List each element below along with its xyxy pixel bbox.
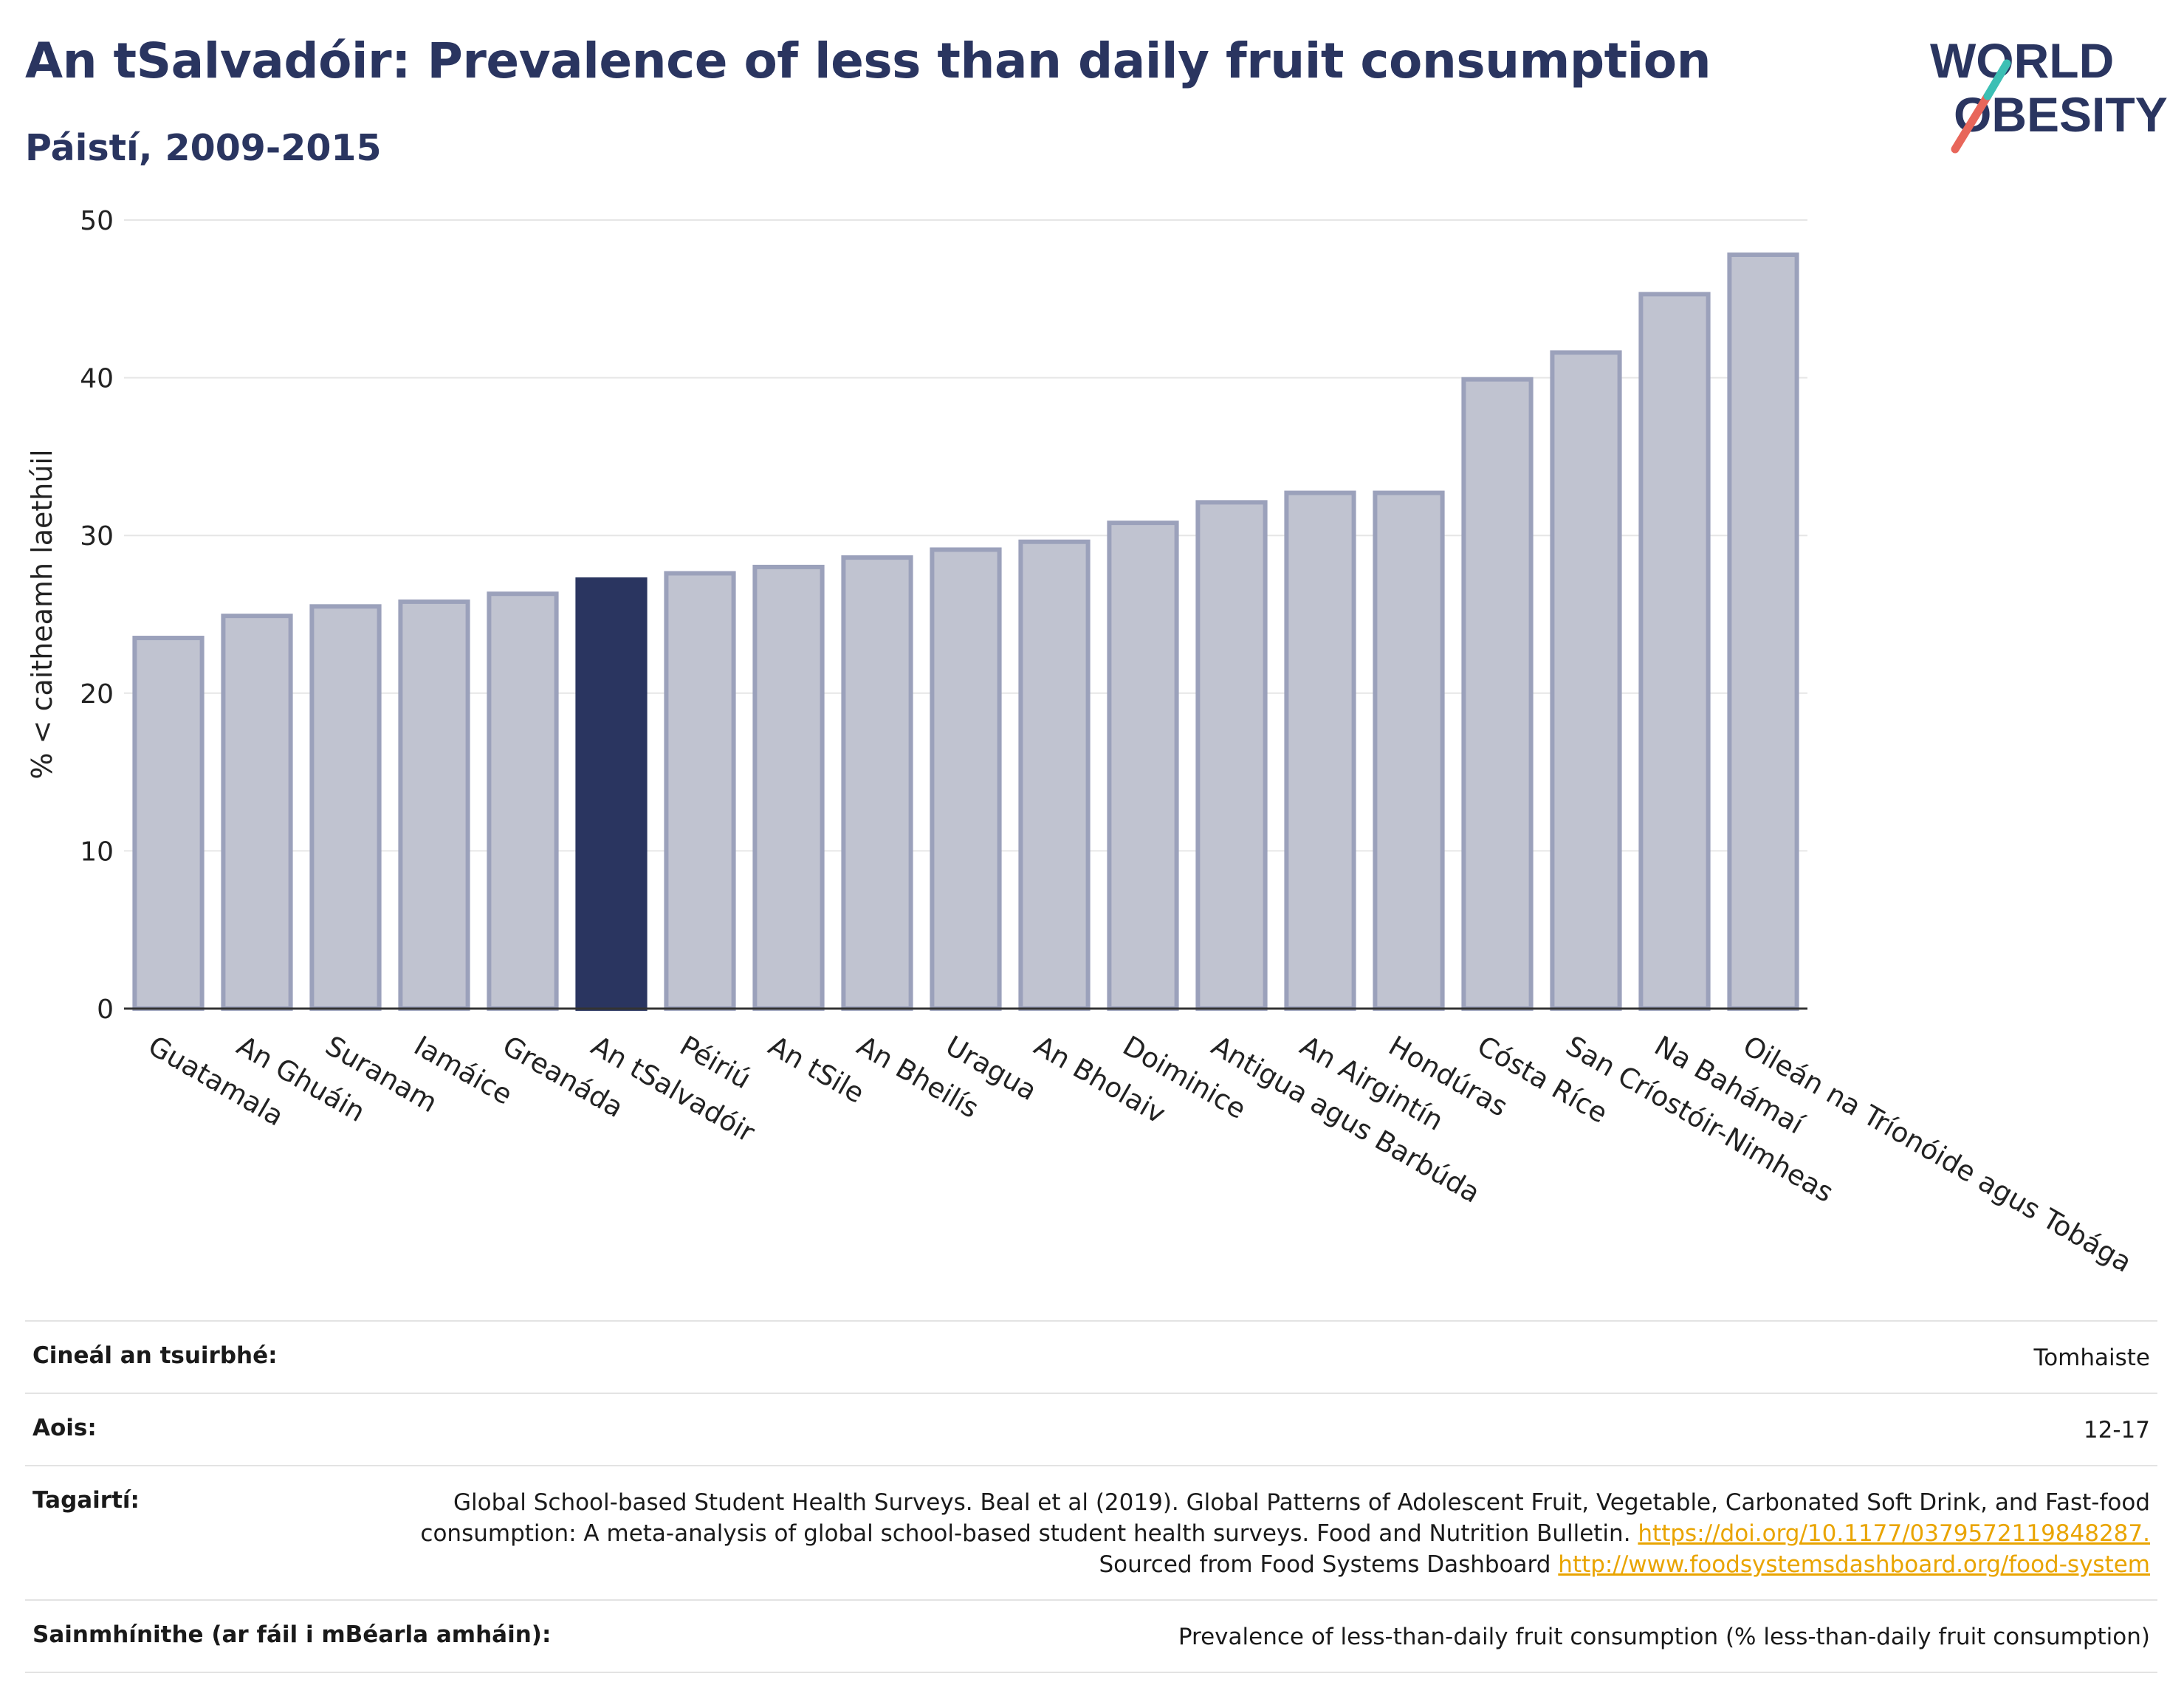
y-tick-label: 20 [80, 679, 114, 710]
bar[interactable] [1018, 539, 1091, 1011]
x-tick-label: An tSile [763, 1030, 870, 1110]
bars [132, 252, 1799, 1011]
info-row-references: Tagairtí: Global School-based Student He… [25, 1465, 2157, 1599]
bar[interactable] [575, 577, 648, 1011]
bar[interactable] [1284, 490, 1356, 1011]
bar[interactable] [1638, 292, 1711, 1011]
info-row-definition: Sainmhínithe (ar fáil i mBéarla amháin):… [25, 1599, 2157, 1673]
bar[interactable] [398, 599, 470, 1011]
reference-source-text: Sourced from Food Systems Dashboard [1099, 1551, 1551, 1578]
bar[interactable] [1727, 252, 1799, 1011]
info-label: Sainmhínithe (ar fáil i mBéarla amháin): [32, 1621, 552, 1648]
bar[interactable] [664, 571, 736, 1011]
info-label: Cineál an tsuirbhé: [32, 1342, 278, 1369]
bar[interactable] [487, 591, 559, 1011]
y-tick-label: 10 [80, 837, 114, 867]
info-label: Tagairtí: [32, 1487, 140, 1514]
bar[interactable] [309, 604, 382, 1011]
y-tick-label: 0 [97, 995, 114, 1025]
info-value: Tomhaiste [2033, 1345, 2150, 1371]
bar[interactable] [1195, 500, 1268, 1011]
chart-subtitle: Páistí, 2009-2015 [25, 127, 382, 169]
bar[interactable] [752, 564, 825, 1011]
chart-title: An tSalvadóir: Prevalence of less than d… [25, 32, 1711, 89]
reference-text: Global School-based Student Health Surve… [420, 1489, 2150, 1547]
bar[interactable] [221, 614, 293, 1011]
bar[interactable] [1461, 377, 1534, 1011]
y-tick-label: 40 [80, 364, 114, 394]
bar[interactable] [132, 636, 205, 1011]
bar[interactable] [1373, 490, 1445, 1011]
info-table: Cineál an tsuirbhé: Tomhaiste Aois: 12-1… [25, 1320, 2157, 1673]
dashboard-link[interactable]: http://www.foodsystemsdashboard.org/food… [1558, 1551, 2150, 1578]
info-value: Prevalence of less-than-daily fruit cons… [1178, 1624, 2150, 1650]
info-row-survey-type: Cineál an tsuirbhé: Tomhaiste [25, 1320, 2157, 1393]
y-axis-label: % < caitheamh laethúil [26, 449, 58, 779]
y-axis-ticks: 0 10 20 30 40 50 [80, 206, 114, 1025]
logo-slash-icon [1951, 92, 1992, 154]
bar[interactable] [1550, 350, 1622, 1011]
logo-word-world: WORLD [1930, 33, 2114, 88]
bar[interactable] [841, 555, 913, 1011]
y-tick-label: 30 [80, 521, 114, 552]
y-tick-label: 50 [80, 206, 114, 236]
doi-link[interactable]: https://doi.org/10.1177/0379572119848287… [1638, 1520, 2150, 1547]
bar[interactable] [1107, 521, 1179, 1011]
x-tick-label: Oileán na Tríonóide agus Tobága [1738, 1030, 2137, 1279]
info-label: Aois: [32, 1415, 97, 1441]
world-obesity-logo: WORLD OBESITY [1930, 33, 2168, 154]
info-value-references: Global School-based Student Health Surve… [415, 1487, 2150, 1580]
info-row-age: Aois: 12-17 [25, 1393, 2157, 1465]
info-value: 12-17 [2083, 1417, 2150, 1443]
logo-slash-accent-icon [1983, 59, 2011, 100]
bar[interactable] [930, 547, 1002, 1011]
